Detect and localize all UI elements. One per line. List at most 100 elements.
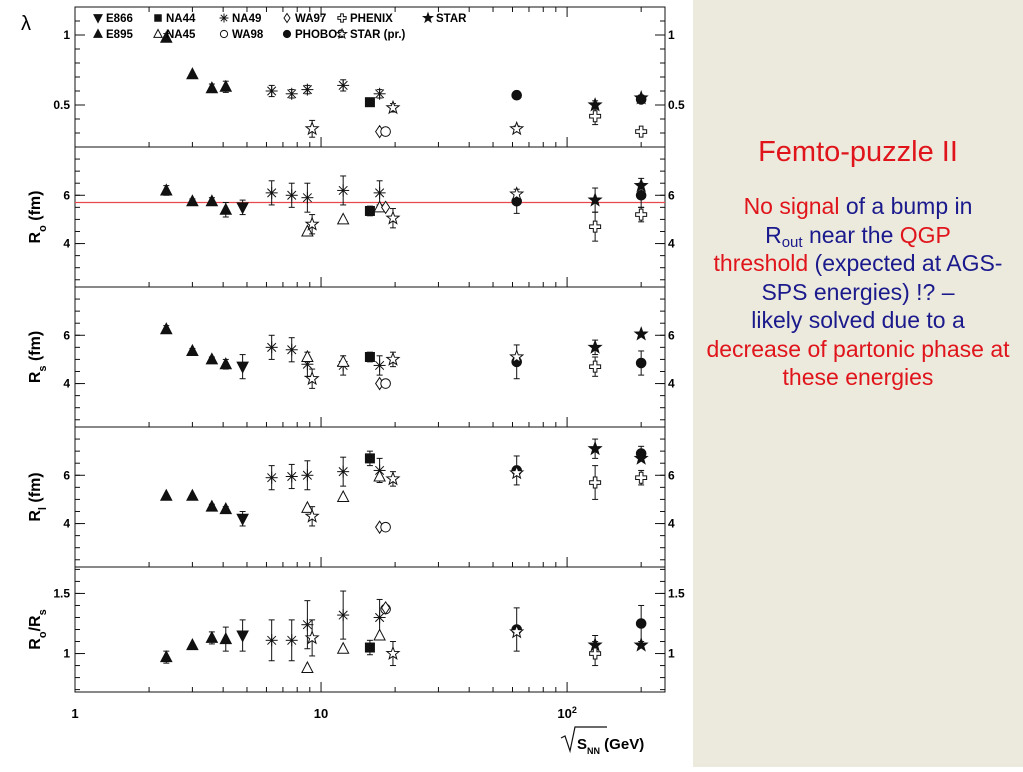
legend-item: WA98 [219,29,264,41]
marker-asterisk-stroke [375,188,385,198]
data-point [380,378,391,389]
data-point [633,637,649,652]
marker-tri-up-filled [219,632,233,645]
marker-asterisk-stroke [338,467,348,477]
marker-star-filled [633,450,649,465]
marker-tri-up-filled [219,357,233,370]
marker-asterisk-stroke [267,86,277,96]
marker-star-open [304,629,320,645]
y-tick-label-right: 1 [668,28,675,42]
y-tick-label-right: 4 [668,377,675,391]
marker-asterisk-stroke [267,188,277,198]
marker-star-open [385,210,401,225]
marker-cross-open [589,360,602,373]
marker-square-filled [364,642,375,653]
body-qgp: QGP [899,221,951,248]
data-point [509,464,525,480]
data-point [205,352,219,365]
data-point [373,87,386,100]
data-point [186,638,199,651]
marker-tri-up-filled [159,183,173,196]
data-point [304,214,320,235]
data-point [159,650,173,664]
data-point [336,212,350,225]
y-axis-label: Rl (fm) [27,472,49,521]
marker-tri-up-filled [159,650,173,663]
y-tick-label-left: 4 [63,377,70,391]
y-tick-label-left: 1.5 [53,586,70,600]
slide-body: No signal of a bump in Rout near the QGP… [693,192,1023,392]
data-point [159,488,173,501]
marker-cross-open [635,125,648,138]
data-point [385,470,401,487]
marker-tri-up-open [336,212,350,225]
marker-circle-filled [635,189,647,201]
marker-cross-open [589,647,602,660]
marker-tri-down-filled [236,202,249,215]
marker-circle-filled [282,29,292,39]
marker-tri-up-filled [219,501,233,515]
marker-tri-up-filled [159,488,173,501]
y-tick-label-left: 4 [63,237,70,251]
data-point [385,208,401,229]
data-point [304,119,320,138]
marker-asterisk-stroke [287,635,297,645]
data-point [385,351,401,368]
data-point [364,639,375,656]
legend: E866 NA44 NA49 WA97 PHENIX STAR E895 NA45 WA98 PH… [93,11,467,41]
marker-asterisk-stroke [302,470,312,480]
marker-asterisk-stroke [302,85,312,95]
data-point [205,630,219,645]
legend-label: WA97 [295,13,326,25]
data-point [265,334,278,360]
data-point [337,79,350,92]
data-point [159,183,173,196]
marker-star-filled [633,326,649,341]
legend-label: NA44 [166,13,196,25]
y-tick-label-right: 4 [668,237,675,251]
data-point [205,81,219,94]
y-axis-label: Ro (fm) [27,191,49,244]
data-point [635,94,647,105]
data-point [364,97,375,108]
marker-tri-up-open [373,469,386,482]
data-point [380,521,391,533]
data-point [265,619,278,662]
data-point [336,354,350,367]
data-point [205,194,219,207]
data-point [589,107,602,126]
data-point [587,438,603,459]
data-point [373,469,386,482]
hbt-chart-area: 0.5 1 0.5 1 λ 4 6 4 6 Ro (fm) 4 6 4 6 Rs (fm) 4 6 4 6 Rl (f… [21,6,685,756]
marker-asterisk-stroke [287,89,297,99]
marker-circle-filled [635,618,647,629]
x-tick-label: 1 [71,706,78,721]
data-point [301,660,314,673]
marker-tri-up-open [336,641,350,654]
marker-tri-down-filled [236,513,249,526]
data-point [633,326,649,341]
data-point [337,175,350,206]
marker-star-open [509,120,525,136]
data-point [236,619,249,652]
marker-tri-down-filled [93,14,103,24]
marker-star-open [385,99,401,115]
data-point [304,619,320,657]
marker-square-filled [364,352,375,362]
panel-3: 4 6 4 6 Rs (fm) [27,286,675,427]
data-point [589,465,602,500]
legend-label: E895 [106,29,133,41]
y-tick-label-right: 4 [668,517,675,531]
marker-tri-up-filled [159,30,173,43]
legend-item: STAR [421,11,467,25]
marker-star-open [304,120,320,136]
data-point [219,357,233,370]
data-point [304,368,320,389]
x-axis-title: SNN (GeV) [560,726,644,756]
legend-item: NA44 [154,13,196,25]
data-point [364,351,375,363]
data-point [635,469,648,486]
marker-square-filled [364,205,375,216]
data-point [336,489,350,502]
marker-tri-up-filled [205,630,219,643]
